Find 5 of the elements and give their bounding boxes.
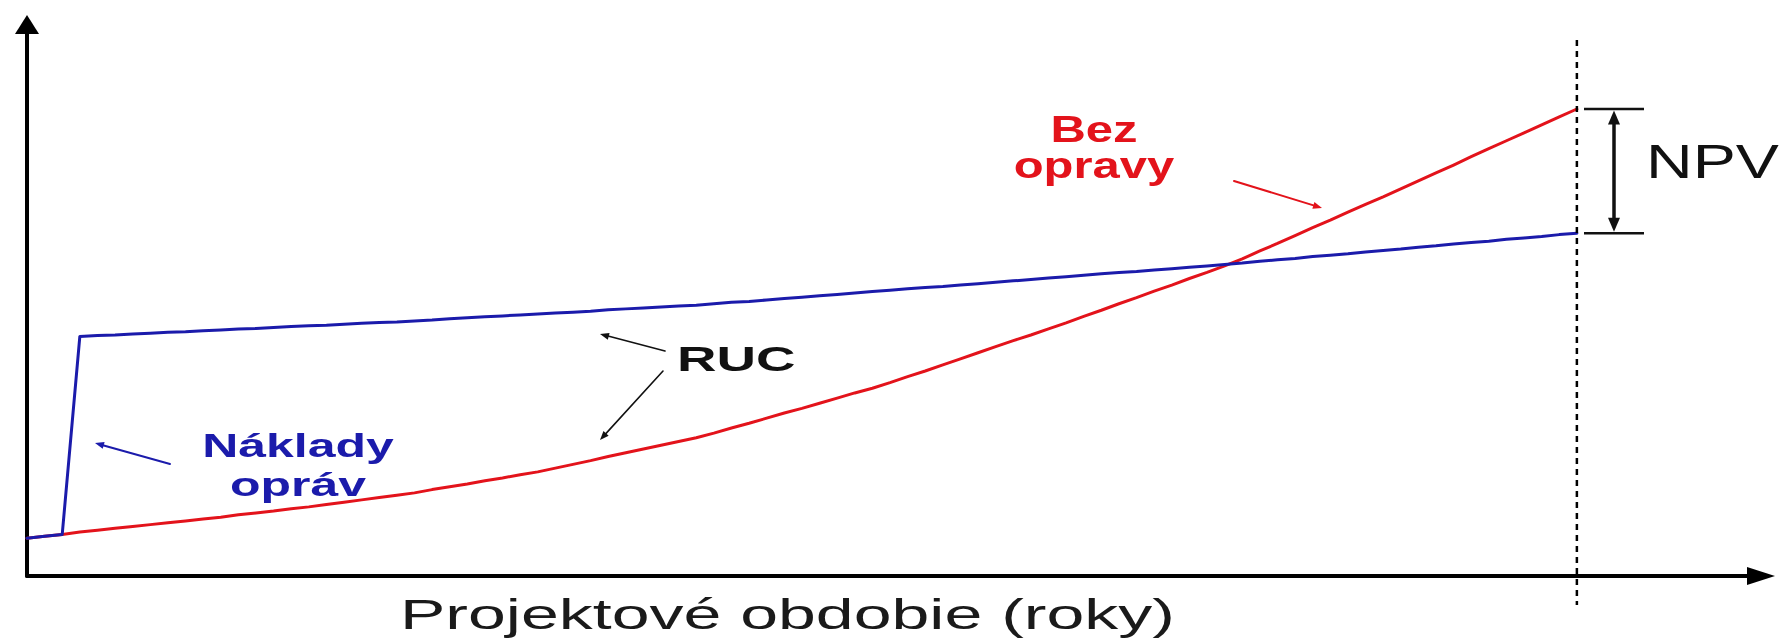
annotation: NPV: [1646, 133, 1779, 189]
annotation: RUC: [677, 338, 796, 379]
legend-label: Náklady opráv: [202, 425, 395, 504]
x-axis-title: Projektové obdobie (roky): [400, 591, 1175, 638]
text: Bez opravy: [1013, 109, 1175, 186]
